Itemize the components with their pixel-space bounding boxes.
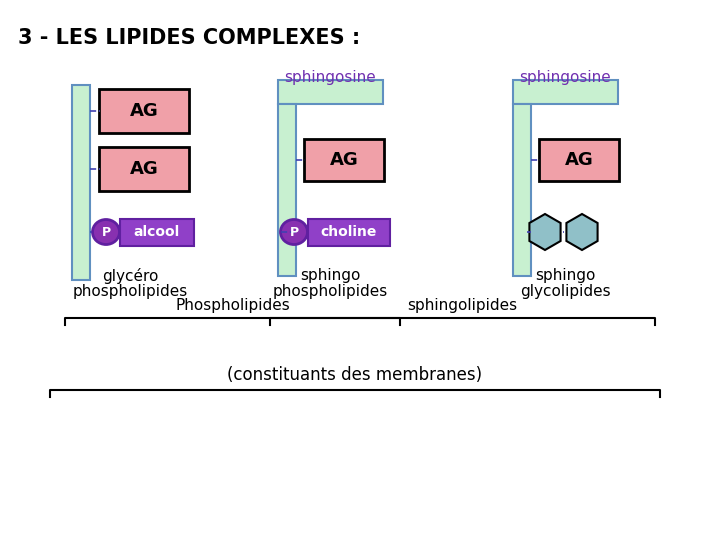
- FancyBboxPatch shape: [99, 89, 189, 133]
- Polygon shape: [529, 214, 561, 250]
- Text: sphingosine: sphingosine: [284, 70, 376, 85]
- FancyBboxPatch shape: [539, 139, 619, 181]
- Text: glycolipides: glycolipides: [520, 284, 611, 299]
- FancyBboxPatch shape: [513, 80, 618, 104]
- FancyBboxPatch shape: [308, 219, 390, 246]
- Text: alcool: alcool: [134, 226, 180, 240]
- Text: phospholipides: phospholipides: [73, 284, 188, 299]
- Text: sphingosine: sphingosine: [519, 70, 611, 85]
- Text: P: P: [289, 226, 299, 239]
- FancyBboxPatch shape: [304, 139, 384, 181]
- Ellipse shape: [92, 219, 120, 245]
- Polygon shape: [567, 214, 598, 250]
- FancyBboxPatch shape: [120, 219, 194, 246]
- Text: AG: AG: [564, 151, 593, 169]
- Text: Phospholipides: Phospholipides: [175, 298, 290, 313]
- Text: sphingolipides: sphingolipides: [408, 298, 518, 313]
- FancyBboxPatch shape: [278, 104, 296, 276]
- Text: AG: AG: [130, 160, 158, 178]
- FancyBboxPatch shape: [99, 147, 189, 191]
- Text: phospholipides: phospholipides: [272, 284, 387, 299]
- FancyBboxPatch shape: [72, 85, 90, 280]
- Text: AG: AG: [330, 151, 359, 169]
- Text: AG: AG: [130, 102, 158, 120]
- Text: sphingo: sphingo: [535, 268, 595, 283]
- Text: glycéro: glycéro: [102, 268, 158, 284]
- Text: P: P: [102, 226, 111, 239]
- Text: choline: choline: [321, 226, 377, 240]
- FancyBboxPatch shape: [513, 104, 531, 276]
- Ellipse shape: [281, 219, 307, 245]
- Text: sphingo: sphingo: [300, 268, 360, 283]
- Text: 3 - LES LIPIDES COMPLEXES :: 3 - LES LIPIDES COMPLEXES :: [18, 28, 360, 48]
- FancyBboxPatch shape: [278, 80, 383, 104]
- Text: (constituants des membranes): (constituants des membranes): [228, 366, 482, 384]
